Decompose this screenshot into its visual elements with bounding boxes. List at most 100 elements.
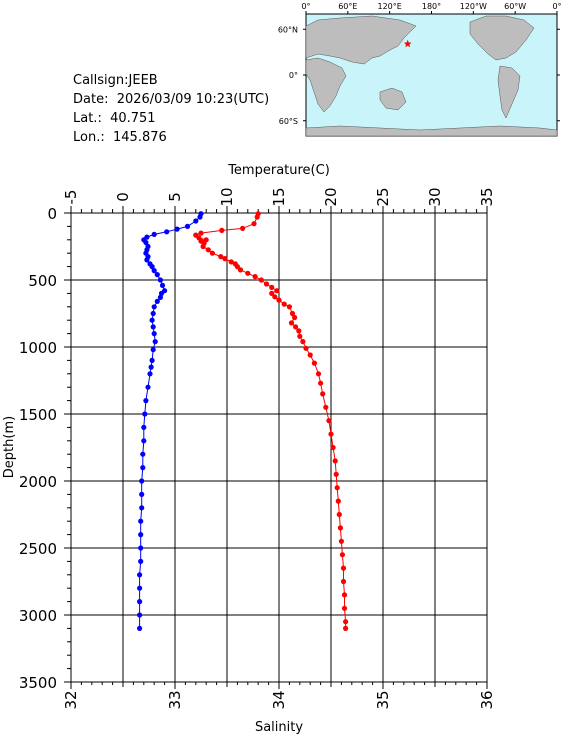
salinity-point bbox=[145, 384, 151, 390]
temperature-point bbox=[341, 592, 348, 598]
station-info: Callsign:JEEB Date: 2026/03/09 10:23(UTC… bbox=[73, 71, 269, 147]
temperature-point bbox=[288, 320, 295, 326]
salinity-series bbox=[137, 211, 204, 632]
temperature-point bbox=[293, 324, 299, 330]
salinity-point bbox=[137, 572, 143, 578]
temperature-point bbox=[281, 301, 287, 307]
temperature-tick-label: 10 bbox=[218, 187, 236, 206]
salinity-point bbox=[138, 532, 144, 538]
map-lon-label: 120°W bbox=[460, 2, 487, 11]
salinity-point bbox=[138, 518, 144, 524]
temperature-point bbox=[315, 371, 322, 377]
temperature-point bbox=[337, 525, 343, 531]
lat-row: Lat.: 40.751 bbox=[73, 109, 269, 128]
temperature-tick-label: 5 bbox=[166, 192, 184, 202]
temperature-point bbox=[320, 391, 326, 397]
depth-tick-label: 1000 bbox=[19, 339, 57, 357]
salinity-point bbox=[157, 294, 163, 300]
salinity-point bbox=[139, 478, 145, 484]
temperature-point bbox=[234, 264, 240, 270]
temperature-point bbox=[300, 339, 306, 345]
land-north-america bbox=[469, 15, 535, 61]
temperature-tick-label: 30 bbox=[426, 187, 444, 206]
depth-tick-label: 0 bbox=[47, 205, 57, 223]
depth-tick-label: 3500 bbox=[19, 674, 57, 692]
temperature-point bbox=[240, 225, 246, 231]
temperature-point bbox=[336, 511, 342, 518]
callsign-row: Callsign:JEEB bbox=[73, 71, 269, 90]
temperature-point bbox=[340, 578, 347, 585]
salinity-point bbox=[140, 451, 146, 457]
salinity-point bbox=[139, 505, 145, 511]
temperature-point bbox=[269, 290, 275, 296]
salinity-point bbox=[139, 491, 145, 497]
salinity-point bbox=[164, 229, 170, 235]
lat-label: Lat.: bbox=[73, 111, 102, 126]
depth-tick-label: 500 bbox=[28, 272, 57, 290]
salinity-point bbox=[158, 290, 165, 296]
temperature-point bbox=[339, 552, 345, 558]
salinity-point bbox=[152, 339, 158, 345]
land-south-america bbox=[497, 65, 521, 119]
temperature-point bbox=[263, 281, 270, 287]
salinity-point bbox=[143, 398, 149, 404]
salinity-point bbox=[151, 304, 157, 310]
map-lon-label: 120°E bbox=[378, 2, 402, 11]
salinity-tick-label: 33 bbox=[166, 690, 184, 709]
salinity-tick-label: 34 bbox=[270, 690, 288, 709]
land-eurasia bbox=[305, 15, 417, 65]
map-lon-label: 60°W bbox=[504, 2, 526, 11]
map-lat-label: 0° bbox=[289, 71, 298, 80]
temperature-point bbox=[328, 431, 334, 437]
temperature-point bbox=[245, 270, 251, 276]
temperature-point bbox=[228, 259, 234, 265]
salinity-point bbox=[141, 424, 147, 430]
temperature-point bbox=[292, 314, 298, 321]
salinity-point bbox=[151, 268, 157, 274]
date-value: 2026/03/09 10:23(UTC) bbox=[116, 92, 270, 107]
temperature-point bbox=[307, 352, 313, 358]
temperature-point bbox=[326, 418, 332, 424]
date-row: Date: 2026/03/09 10:23(UTC) bbox=[73, 90, 269, 109]
salinity-point bbox=[150, 310, 156, 317]
salinity-point bbox=[143, 239, 149, 246]
temperature-point bbox=[289, 310, 296, 317]
grid bbox=[71, 213, 487, 682]
salinity-point bbox=[149, 357, 155, 363]
temperature-point bbox=[341, 605, 348, 611]
salinity-point bbox=[149, 317, 155, 323]
temperature-point bbox=[218, 254, 224, 260]
salinity-point bbox=[141, 438, 147, 444]
temperature-point bbox=[333, 471, 339, 477]
temperature-point bbox=[334, 485, 340, 491]
temperature-point bbox=[219, 227, 225, 233]
temperature-point bbox=[330, 444, 336, 451]
depth-axis: 0 500 1000 1500 2000 2500 3000 3500 bbox=[19, 205, 71, 692]
land-australia bbox=[379, 87, 407, 111]
temperature-point bbox=[258, 277, 264, 283]
temperature-point bbox=[303, 345, 309, 351]
station-marker-icon bbox=[403, 39, 412, 48]
salinity-tick-label: 36 bbox=[478, 690, 496, 709]
salinity-point bbox=[184, 223, 191, 229]
map-tick-marks bbox=[303, 11, 560, 122]
temperature-point bbox=[297, 333, 303, 339]
temperature-tick-label: 0 bbox=[114, 192, 132, 202]
salinity-point bbox=[154, 298, 160, 304]
temperature-point bbox=[340, 565, 347, 571]
map-land bbox=[305, 15, 558, 137]
salinity-point bbox=[159, 282, 166, 288]
salinity-point bbox=[193, 218, 199, 224]
salinity-point bbox=[144, 257, 150, 263]
temperature-point bbox=[198, 230, 204, 236]
temperature-point bbox=[252, 274, 258, 280]
temperature-point bbox=[343, 619, 349, 625]
temperature-point bbox=[332, 458, 338, 464]
temperature-point bbox=[276, 297, 282, 303]
callsign-value: JEEB bbox=[128, 73, 158, 88]
salinity-point bbox=[154, 272, 160, 278]
salinity-point bbox=[138, 558, 144, 565]
temperature-point bbox=[286, 304, 292, 310]
land-africa bbox=[305, 57, 347, 113]
salinity-point bbox=[147, 371, 153, 377]
